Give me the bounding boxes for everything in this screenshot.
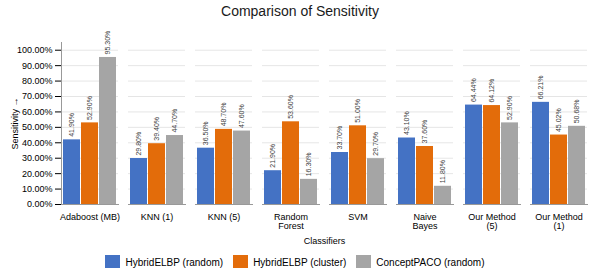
svg-text:30.00%: 30.00% xyxy=(22,153,53,163)
svg-text:53.60%: 53.60% xyxy=(287,95,294,119)
svg-text:70.00%: 70.00% xyxy=(22,91,53,101)
svg-text:64.12%: 64.12% xyxy=(488,79,495,103)
svg-text:16.30%: 16.30% xyxy=(305,153,312,177)
svg-text:21.90%: 21.90% xyxy=(269,144,276,168)
svg-text:29.80%: 29.80% xyxy=(135,132,142,156)
html-text:HybridELBP (random): HybridELBP (random) xyxy=(125,257,224,268)
svg-text:41.90%: 41.90% xyxy=(68,113,75,137)
svg-text:60.00%: 60.00% xyxy=(22,107,53,117)
svg-text:36.50%: 36.50% xyxy=(202,121,209,145)
svg-text:47.60%: 47.60% xyxy=(238,104,245,128)
svg-text:50.00%: 50.00% xyxy=(22,122,53,132)
svg-text:52.90%: 52.90% xyxy=(506,96,513,120)
svg-text:43.10%: 43.10% xyxy=(403,111,410,135)
svg-text:50.68%: 50.68% xyxy=(573,100,580,124)
svg-text:51.00%: 51.00% xyxy=(354,99,361,123)
svg-text:66.21%: 66.21% xyxy=(537,76,544,100)
html-text:ConceptPACO (random): ConceptPACO (random) xyxy=(376,257,485,268)
html-text:Comparison of Sensitivity: Comparison of Sensitivity xyxy=(221,3,379,19)
svg-text:Our Method(1): Our Method(1) xyxy=(535,212,583,231)
svg-text:SVM: SVM xyxy=(348,212,368,222)
svg-text:Sensitivity →: Sensitivity → xyxy=(10,97,20,149)
svg-text:44.70%: 44.70% xyxy=(171,109,178,133)
svg-text:48.70%: 48.70% xyxy=(220,103,227,127)
svg-text:10.00%: 10.00% xyxy=(22,184,53,194)
svg-text:64.44%: 64.44% xyxy=(470,78,477,102)
svg-text:95.30%: 95.30% xyxy=(104,31,111,55)
svg-text:KNN (5): KNN (5) xyxy=(208,212,241,222)
html-text:HybridELBP (cluster): HybridELBP (cluster) xyxy=(253,257,347,268)
svg-text:39.40%: 39.40% xyxy=(153,117,160,141)
svg-text:RandomForest: RandomForest xyxy=(274,212,308,231)
svg-text:Adaboost (MB): Adaboost (MB) xyxy=(60,212,120,222)
svg-text:29.70%: 29.70% xyxy=(372,132,379,156)
svg-text:45.02%: 45.02% xyxy=(555,108,562,132)
svg-text:33.70%: 33.70% xyxy=(336,126,343,150)
svg-text:40.00%: 40.00% xyxy=(22,138,53,148)
svg-text:20.00%: 20.00% xyxy=(22,169,53,179)
svg-text:52.90%: 52.90% xyxy=(86,96,93,120)
svg-text:KNN (1): KNN (1) xyxy=(141,212,174,222)
svg-text:Our Method(5): Our Method(5) xyxy=(468,212,516,231)
svg-text:NaiveBayes: NaiveBayes xyxy=(412,212,438,231)
svg-text:80.00%: 80.00% xyxy=(22,76,53,86)
svg-text:90.00%: 90.00% xyxy=(22,61,53,71)
svg-text:Classifiers: Classifiers xyxy=(304,236,346,246)
svg-text:0.00%: 0.00% xyxy=(27,199,53,209)
svg-text:37.60%: 37.60% xyxy=(421,120,428,144)
svg-text:11.80%: 11.80% xyxy=(439,160,446,183)
svg-text:100.00%: 100.00% xyxy=(17,45,53,55)
